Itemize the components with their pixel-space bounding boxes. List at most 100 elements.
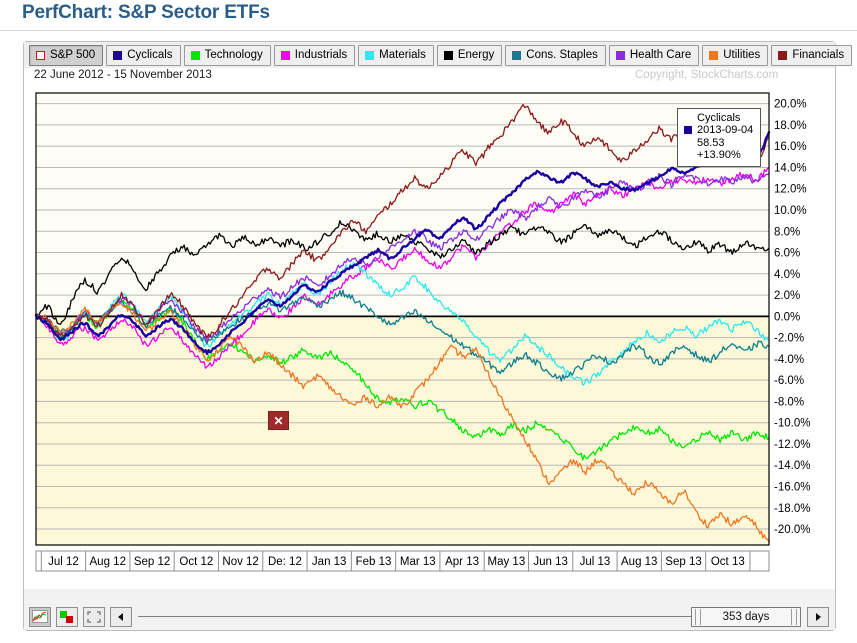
legend-item-materials[interactable]: Materials xyxy=(358,44,434,66)
x-axis-tick-label: Oct 13 xyxy=(711,556,745,568)
x-axis-tick-label: Sep 12 xyxy=(134,556,170,568)
tooltip-swatch xyxy=(684,126,692,134)
y-axis-tick-label: -20.0% xyxy=(774,524,810,536)
page-title: PerfChart: S&P Sector ETFs xyxy=(22,2,270,23)
series-line-utilities[interactable] xyxy=(35,302,770,543)
y-axis-tick-label: 6.0% xyxy=(774,248,800,260)
x-axis-tick-label: May 13 xyxy=(488,556,526,568)
series-line-industrials[interactable] xyxy=(35,166,770,369)
plot-background-positive xyxy=(36,93,769,317)
y-axis-tick-label: 16.0% xyxy=(774,141,807,153)
legend-swatch-icon xyxy=(709,50,719,60)
legend-swatch-icon xyxy=(280,50,290,60)
x-axis-tick-label: Jul 13 xyxy=(580,556,611,568)
broken-image-icon[interactable]: ✕ xyxy=(268,411,289,430)
legend-item-label: Industrials xyxy=(294,49,348,61)
y-axis-tick-label: -12.0% xyxy=(774,439,810,451)
y-axis-tick-label: 18.0% xyxy=(774,120,807,132)
legend-item-label: Utilities xyxy=(723,49,761,61)
legend-swatch-icon xyxy=(36,50,45,60)
series-line-energy[interactable] xyxy=(35,220,770,326)
range-duration-label: 353 days xyxy=(722,610,770,623)
legend-item-cons-staples[interactable]: Cons. Staples xyxy=(505,44,606,66)
legend-swatch-icon xyxy=(615,50,625,60)
title-divider xyxy=(0,30,857,31)
range-slider-thumb[interactable]: 353 days xyxy=(691,606,801,627)
copyright-label: Copyright, StockCharts.com xyxy=(635,69,779,81)
tooltip-percent: +13.90% xyxy=(697,149,741,162)
legend-item-utilities[interactable]: Utilities xyxy=(702,44,769,66)
y-axis-tick-label: -2.0% xyxy=(774,333,804,345)
plot-background-negative xyxy=(36,316,769,545)
legend-item-label: Cyclicals xyxy=(127,49,173,61)
y-axis-tick-label: 8.0% xyxy=(774,226,800,238)
left-arrow-icon xyxy=(118,612,123,621)
y-axis-tick-label: -18.0% xyxy=(774,503,810,515)
legend-item-label: S&P 500 xyxy=(50,49,96,61)
x-axis-tick-label: De: 12 xyxy=(268,556,302,568)
x-axis-tick-label: Jan 13 xyxy=(312,556,347,568)
x-axis-band xyxy=(35,550,770,572)
expand-icon xyxy=(87,610,101,623)
chart-subheader: 22 June 2012 - 15 November 2013 Copyrigh… xyxy=(24,68,835,85)
legend-item-label: Energy xyxy=(457,49,495,61)
legend-item-energy[interactable]: Energy xyxy=(436,44,503,66)
right-arrow-icon xyxy=(816,612,821,621)
y-axis-tick-label: 10.0% xyxy=(774,205,807,217)
tooltip-date: 2013-09-04 xyxy=(697,124,754,137)
fullscreen-button[interactable] xyxy=(83,606,105,627)
plot-area[interactable]: 20.0% 18.0% 16.0% 14.0% 12.0% 10.0% 8.0% 6.0% 4.… xyxy=(24,85,835,589)
legend-item-health-care[interactable]: Health Care xyxy=(608,44,700,66)
legend-item-cyclicals[interactable]: Cyclicals xyxy=(106,44,181,66)
legend-swatch-icon xyxy=(190,50,200,60)
date-range-label: 22 June 2012 - 15 November 2013 xyxy=(34,69,212,81)
series-line-financials[interactable] xyxy=(35,103,770,339)
slider-grip-left xyxy=(695,608,701,625)
series-legend: S&P 500 Cyclicals Technology Industrials Mat… xyxy=(24,42,853,68)
series-line-cons-staples[interactable] xyxy=(35,289,770,382)
legend-swatch-icon xyxy=(113,50,123,60)
x-axis-tick-label: Mar 13 xyxy=(400,556,436,568)
y-axis-tick-label: 14.0% xyxy=(774,162,807,174)
legend-item-technology[interactable]: Technology xyxy=(183,44,271,66)
y-axis-tick-label: 2.0% xyxy=(774,290,800,302)
y-axis-tick-label: -4.0% xyxy=(774,354,804,366)
x-axis-tick-label: Aug 13 xyxy=(621,556,657,568)
legend-item-financials[interactable]: Financials xyxy=(771,44,853,66)
series-line-technology[interactable] xyxy=(35,299,770,461)
y-axis-tick-label: -16.0% xyxy=(774,482,810,494)
x-axis-tick-label: Sep 13 xyxy=(665,556,701,568)
x-axis-tick-label: Jul 12 xyxy=(48,556,79,568)
x-axis-tick-label: Jun 13 xyxy=(533,556,568,568)
legend-item-label: Cons. Staples xyxy=(526,49,598,61)
legend-item-s-p-500[interactable]: S&P 500 xyxy=(29,44,104,66)
performance-chart-svg[interactable]: 20.0% 18.0% 16.0% 14.0% 12.0% 10.0% 8.0% 6.0% 4.… xyxy=(24,85,835,589)
scroll-forward-button[interactable] xyxy=(807,606,829,627)
legend-item-label: Financials xyxy=(792,49,845,61)
x-axis-tick-label: Oct 12 xyxy=(179,556,213,568)
legend-item-label: Health Care xyxy=(629,49,692,61)
color-mode-button[interactable] xyxy=(56,606,78,627)
range-slider-track[interactable] xyxy=(138,616,691,617)
tooltip-value: 58.53 xyxy=(697,136,725,149)
line-chart-icon xyxy=(32,610,48,623)
x-axis-tick-label: Apr 13 xyxy=(445,556,479,568)
y-axis-tick-label: 12.0% xyxy=(774,184,807,196)
y-axis-tick-label: -10.0% xyxy=(774,418,810,430)
slider-grip-right xyxy=(791,608,797,625)
legend-swatch-icon xyxy=(778,50,788,60)
legend-item-industrials[interactable]: Industrials xyxy=(273,44,356,66)
chart-style-button[interactable] xyxy=(29,606,51,627)
series-line-cyclicals[interactable] xyxy=(34,131,771,356)
y-axis-tick-label: -14.0% xyxy=(774,460,810,472)
chart-toolbar: 353 days xyxy=(24,603,835,630)
x-axis-tick-label: Feb 13 xyxy=(356,556,392,568)
y-axis-tick-label: -8.0% xyxy=(774,396,804,408)
x-axis-tick-label: Nov 12 xyxy=(222,556,258,568)
scroll-back-button[interactable] xyxy=(110,606,132,627)
two-squares-icon xyxy=(60,610,73,623)
legend-swatch-icon xyxy=(443,50,453,60)
legend-item-label: Technology xyxy=(204,49,263,61)
legend-item-label: Materials xyxy=(379,49,426,61)
y-axis-tick-label: 4.0% xyxy=(774,269,800,281)
